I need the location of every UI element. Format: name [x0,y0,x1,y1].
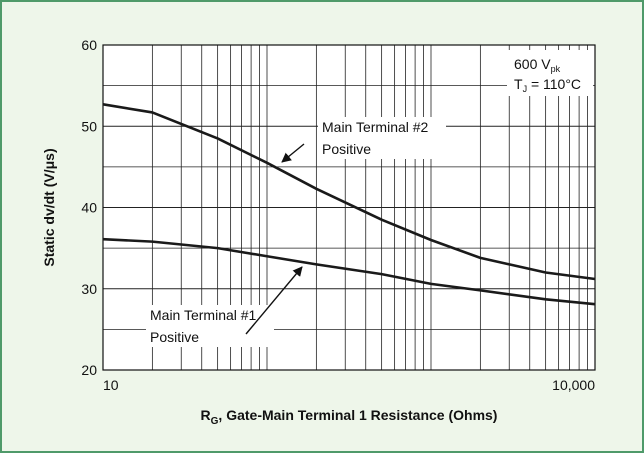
y-tick-label: 30 [81,281,97,297]
x-tick-label: 10 [103,377,119,393]
condition-main: T [514,76,523,92]
label-bg [318,117,446,159]
condition-sub: J [523,84,528,94]
condition-sub: pk [551,64,561,74]
condition: TJ = 110°C [514,76,581,94]
y-tick-label: 60 [81,37,97,53]
series-label: Main Terminal #1 [150,307,257,323]
condition: 600 Vpk [514,56,561,74]
arrow [245,266,303,335]
x-tick-label: 10,000 [552,377,595,393]
y-axis-label: Static dv/dt (V/μs) [41,148,57,266]
line-series [102,103,596,281]
x-label-sub: G [211,416,219,427]
x-label-rest: , Gate-Main Terminal 1 Resistance (Ohms) [218,407,497,423]
line-series [102,237,596,306]
series-label: Main Terminal #2 [322,119,429,135]
y-tick-label: 20 [81,362,97,378]
condition-rest: = 110°C [527,76,581,92]
chart: 20 30 40 50 60 10 10,000 Static dv/dt (V/μs) RG,… [41,37,596,427]
condition-main: 600 V [514,56,551,72]
y-tick-label: 40 [81,200,97,216]
y-tick-label: 50 [81,118,97,134]
x-axis-label: RG, Gate-Main Terminal 1 Resistance (Ohm… [201,407,498,427]
arrow [281,143,305,163]
conditions-bg [507,50,593,96]
series-label: Positive [150,329,199,345]
x-label-main: R [201,407,211,423]
series-label: Positive [322,141,371,157]
plot-border [102,44,596,371]
